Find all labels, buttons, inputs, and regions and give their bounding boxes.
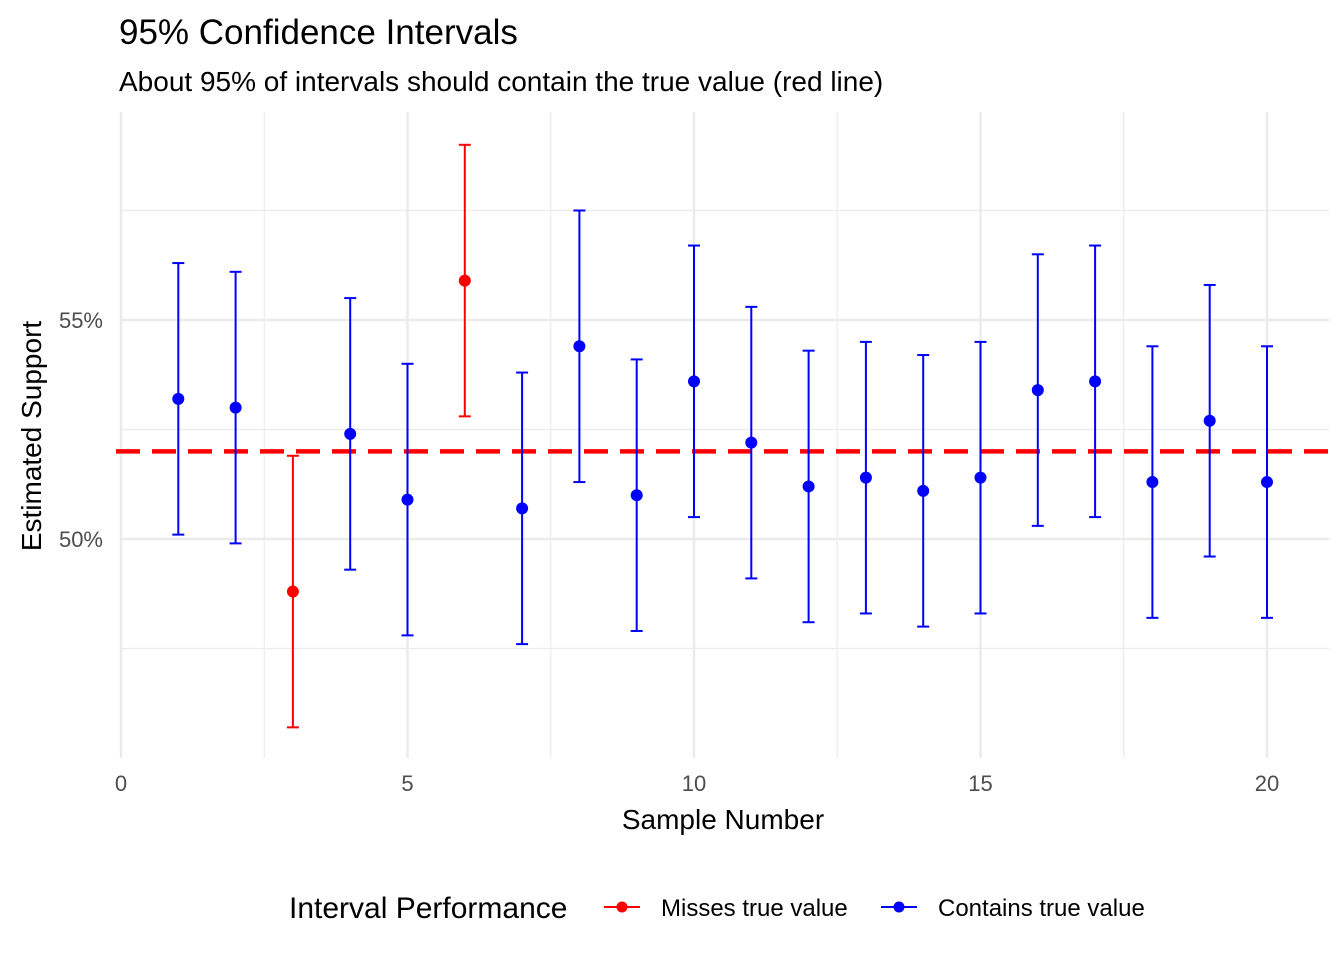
estimate-point-16 [1031,384,1044,397]
y-tick-label-55%: 55% [59,308,103,333]
estimate-point-18 [1146,476,1159,489]
estimate-point-9 [630,489,643,502]
x-tick-label-10: 10 [682,771,706,796]
estimate-point-8 [573,340,586,353]
estimate-point-17 [1089,375,1102,388]
x-tick-labels: 0 5 10 15 20 [115,771,1279,796]
legend-title: Interval Performance [289,892,567,925]
grid-lines [119,112,1329,758]
legend-key-point-contains [893,901,905,913]
x-tick-label-0: 0 [115,771,127,796]
estimate-point-11 [745,436,758,449]
y-axis-title: Estimated Support [16,321,47,552]
y-tick-label-50%: 50% [59,527,103,552]
point-layer [172,274,1273,598]
chart-subtitle: About 95% of intervals should contain th… [119,66,883,97]
legend: Interval Performance Misses true value C… [289,892,1145,925]
estimate-point-7 [516,502,529,515]
legend-label-contains: Contains true value [938,895,1145,922]
estimate-point-3 [286,585,299,598]
x-tick-label-5: 5 [401,771,413,796]
estimate-point-10 [688,375,700,388]
x-tick-label-20: 20 [1255,771,1279,796]
estimate-point-4 [344,427,357,440]
estimate-point-6 [458,274,471,287]
estimate-point-2 [229,401,242,414]
estimate-point-14 [917,484,930,497]
chart-title: 95% Confidence Intervals [119,13,518,52]
estimate-point-20 [1261,476,1273,489]
errorbar-layer [172,143,1273,729]
legend-item-misses: Misses true value [604,895,848,922]
estimate-point-13 [859,471,872,484]
legend-label-misses: Misses true value [661,895,848,922]
x-axis-title: Sample Number [622,804,824,835]
legend-item-contains: Contains true value [881,895,1145,922]
y-tick-labels: 50% 55% [59,308,103,552]
estimate-point-12 [802,480,815,493]
estimate-point-15 [974,471,987,484]
estimate-point-19 [1203,414,1216,427]
legend-key-point-misses [616,901,628,913]
estimate-point-1 [172,392,185,405]
x-tick-label-15: 15 [968,771,992,796]
estimate-point-5 [401,493,414,506]
